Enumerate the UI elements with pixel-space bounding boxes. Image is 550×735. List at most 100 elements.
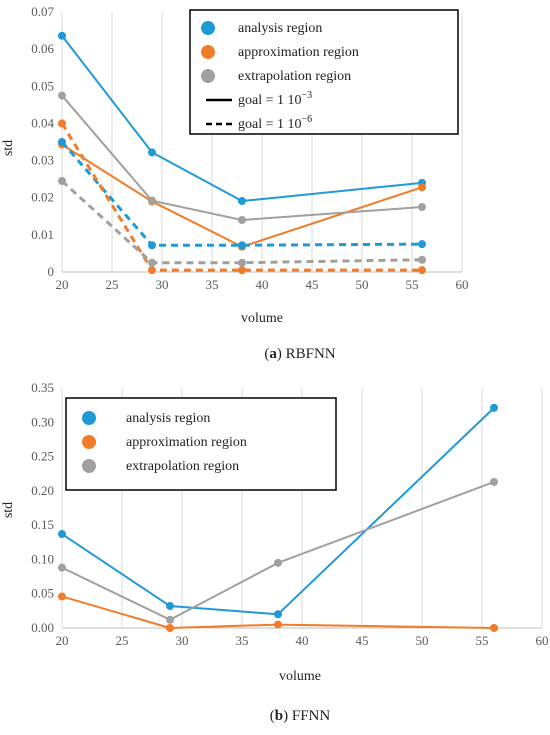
x-axis-label: volume [241, 311, 283, 326]
legend-marker [82, 435, 96, 449]
x-tick-label: 50 [416, 633, 429, 648]
data-point [238, 197, 246, 206]
y-tick-label: 0.04 [31, 115, 54, 130]
y-tick-label: 0.15 [31, 517, 54, 532]
data-point [58, 563, 66, 572]
series-line-4 [60, 122, 422, 272]
x-tick-label: 60 [536, 633, 549, 648]
legend-marker [82, 459, 96, 473]
legend-label: goal = 1 10−6 [238, 114, 312, 132]
data-point [418, 266, 426, 275]
legend-marker [201, 45, 215, 59]
data-point [148, 148, 156, 157]
y-tick-label: 0.20 [31, 483, 54, 498]
data-point [148, 258, 156, 267]
series-line-2 [61, 481, 495, 621]
y-tick-label: 0.35 [31, 380, 54, 395]
legend-label: extrapolation region [126, 459, 239, 474]
data-point [166, 602, 174, 611]
series-line-2 [61, 94, 423, 221]
data-point [148, 241, 156, 250]
data-point [238, 216, 246, 224]
legend-box [65, 397, 337, 491]
data-point [490, 624, 498, 632]
x-tick-label: 50 [356, 277, 369, 292]
x-tick-label: 55 [476, 633, 489, 648]
legend-label: approximation region [126, 435, 247, 450]
x-tick-label: 45 [306, 277, 319, 292]
y-axis-label: std [1, 140, 16, 156]
legend-box [189, 9, 459, 135]
y-tick-label: 0.03 [31, 153, 54, 168]
data-point [166, 615, 174, 624]
y-tick-label: 0.10 [31, 551, 54, 566]
y-tick-label: 0.07 [31, 4, 54, 19]
data-point [58, 592, 66, 601]
y-tick-label: 0.05 [31, 586, 54, 601]
data-point [148, 266, 156, 275]
data-point [490, 403, 498, 412]
legend-marker [201, 69, 215, 83]
legend-label: analysis region [238, 21, 322, 36]
data-point [58, 91, 66, 100]
data-point [148, 196, 156, 205]
data-point [58, 530, 66, 539]
data-point [418, 240, 426, 249]
x-tick-label: 60 [456, 277, 469, 292]
legend-marker [201, 21, 215, 35]
x-tick-label: 35 [236, 633, 249, 648]
x-tick-label: 25 [106, 277, 119, 292]
y-tick-label: 0 [48, 264, 55, 279]
x-tick-label: 25 [116, 633, 129, 648]
x-tick-label: 30 [176, 633, 189, 648]
data-point [238, 258, 246, 267]
data-point [274, 610, 282, 619]
legend-label: goal = 1 10−3 [238, 90, 312, 108]
data-point [238, 266, 246, 275]
x-tick-label: 20 [56, 633, 69, 648]
data-point [58, 31, 66, 40]
legend-label: extrapolation region [238, 69, 351, 84]
legend-marker [82, 411, 96, 425]
y-tick-label: 0.01 [31, 227, 54, 242]
y-tick-label: 0.02 [31, 190, 54, 205]
series-line-1 [61, 143, 423, 248]
data-point [58, 119, 66, 128]
data-point [418, 255, 426, 264]
panel-caption: (b) FFNN [270, 708, 331, 724]
legend-label: analysis region [126, 411, 210, 426]
data-point [58, 177, 66, 185]
panel-caption: (a) RBFNN [264, 346, 335, 362]
series-line-1 [61, 595, 495, 629]
y-tick-label: 0.06 [31, 41, 54, 56]
series-line-0 [61, 35, 423, 203]
chart-rbfnn: 20 25 30 35 40 45 50 55 60 0 0.01 0.02 0.03 0.04 0.05 0… [1, 4, 469, 362]
x-tick-label: 55 [406, 277, 419, 292]
data-point [166, 624, 174, 632]
x-axis-label: volume [279, 669, 321, 684]
x-tick-label: 20 [56, 277, 69, 292]
x-tick-label: 45 [356, 633, 369, 648]
y-tick-label: 0.25 [31, 449, 54, 464]
series-line-3 [60, 141, 423, 247]
data-point [58, 138, 66, 146]
series-line-5 [60, 179, 423, 265]
data-point [274, 620, 282, 629]
y-tick-label: 0.30 [31, 414, 54, 429]
data-point [418, 203, 426, 211]
y-axis-label: std [1, 502, 16, 518]
chart-ffnn: 20 25 30 35 40 45 50 55 60 0.00 0.05 0.10 0.15 0.20 0.… [1, 380, 549, 724]
x-tick-label: 35 [206, 277, 219, 292]
x-tick-label: 40 [256, 277, 269, 292]
y-tick-label: 0.00 [31, 620, 54, 635]
data-point [274, 558, 282, 567]
data-point [238, 241, 246, 250]
data-point [490, 477, 498, 486]
data-point [418, 183, 426, 192]
x-tick-label: 30 [156, 277, 169, 292]
x-tick-label: 40 [296, 633, 309, 648]
y-tick-label: 0.05 [31, 78, 54, 93]
series-line-0 [61, 407, 495, 616]
legend-label: approximation region [238, 45, 359, 60]
